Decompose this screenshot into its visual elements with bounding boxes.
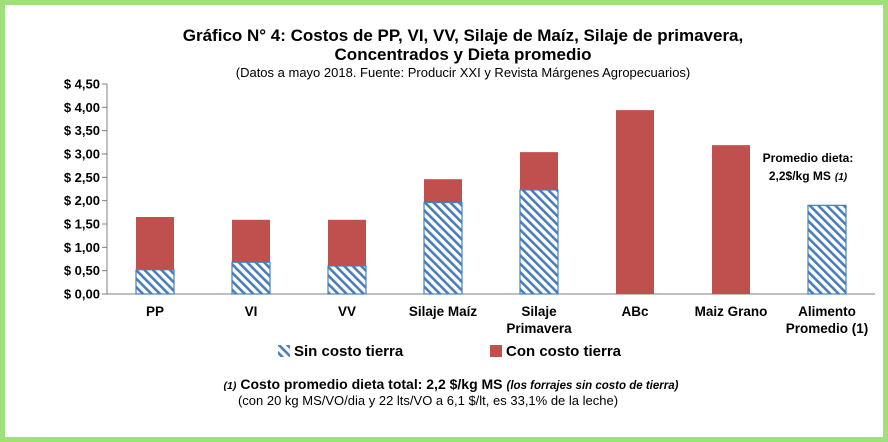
x-axis-labels: PP VI VV Silaje Maíz Silaje Primavera ABc Maiz … — [146, 304, 868, 336]
y-tick-label: $ 2,50 — [64, 170, 100, 185]
bar-sin-costo-tierra — [423, 201, 463, 295]
x-category-label: Silaje — [521, 304, 557, 319]
annotation-line1: Promedio dieta: — [763, 151, 854, 165]
cost-bar-chart: Gráfico N° 4: Costos de PP, VI, VV, Sila… — [64, 26, 875, 408]
bar-sin-costo-tierra — [519, 189, 559, 295]
y-tick-label: $ 0,00 — [64, 287, 100, 302]
y-tick-label: $ 4,50 — [64, 77, 100, 92]
x-category-label: Silaje Maíz — [409, 304, 478, 319]
annotation-value: 2,2$/kg MS — [769, 169, 831, 183]
chart-title-line1: Gráfico N° 4: Costos de PP, VI, VV, Sila… — [183, 26, 743, 45]
y-tick-label: $ 3,00 — [64, 147, 100, 162]
bars-group — [135, 110, 847, 295]
legend-label-sin-costo: Sin costo tierra — [294, 343, 404, 360]
x-category-label: Maiz Grano — [695, 304, 768, 319]
annotation-note: (1) — [835, 172, 848, 183]
x-category-label: Primavera — [506, 321, 572, 336]
chart-subtitle: (Datos a mayo 2018. Fuente: Producir XXI… — [236, 65, 691, 80]
x-category-label: Promedio (1) — [786, 321, 869, 336]
x-category-label: VV — [338, 304, 356, 319]
legend: Sin costo tierra Con costo tierra — [278, 343, 622, 360]
x-category-label: Alimento — [798, 304, 856, 319]
footnote-marker: (1) — [224, 380, 237, 392]
y-axis: $ 0,00 $ 0,50 $ 1,00 $ 1,50 $ 2,00 $ 2,50 $ 3,… — [64, 77, 875, 302]
footnote-line1: (1) Costo promedio dieta total: 2,2 $/kg … — [224, 376, 679, 392]
legend-swatch-con-costo — [490, 345, 502, 357]
x-category-label: PP — [146, 304, 164, 319]
chart-title-line2: Concentrados y Dieta promedio — [335, 45, 592, 64]
y-tick-label: $ 1,50 — [64, 217, 100, 232]
footnote-line2: (con 20 kg MS/VO/dia y 22 lts/VO a 6,1 $… — [238, 393, 618, 408]
x-category-label: VI — [245, 304, 258, 319]
y-tick-label: $ 3,50 — [64, 123, 100, 138]
y-tick-label: $ 2,00 — [64, 193, 100, 208]
footnote-italic: (los forrajes sin costo de tierra) — [507, 380, 679, 392]
y-tick-label: $ 1,00 — [64, 240, 100, 255]
bar-sin-costo-tierra — [231, 261, 271, 295]
y-tick-label: $ 0,50 — [64, 263, 100, 278]
annotation-line2: 2,2$/kg MS (1) — [769, 169, 848, 183]
bar-sin-costo-tierra — [807, 204, 847, 295]
bar-con-costo-tierra — [712, 145, 750, 294]
bar-sin-costo-tierra — [135, 269, 175, 295]
footnote-main: Costo promedio dieta total: 2,2 $/kg MS — [240, 376, 502, 392]
legend-swatch-sin-costo — [278, 345, 290, 357]
bar-sin-costo-tierra — [327, 265, 367, 295]
y-tick-label: $ 4,00 — [64, 100, 100, 115]
x-category-label: ABc — [621, 304, 648, 319]
bar-con-costo-tierra — [616, 110, 654, 294]
legend-label-con-costo: Con costo tierra — [506, 343, 622, 360]
